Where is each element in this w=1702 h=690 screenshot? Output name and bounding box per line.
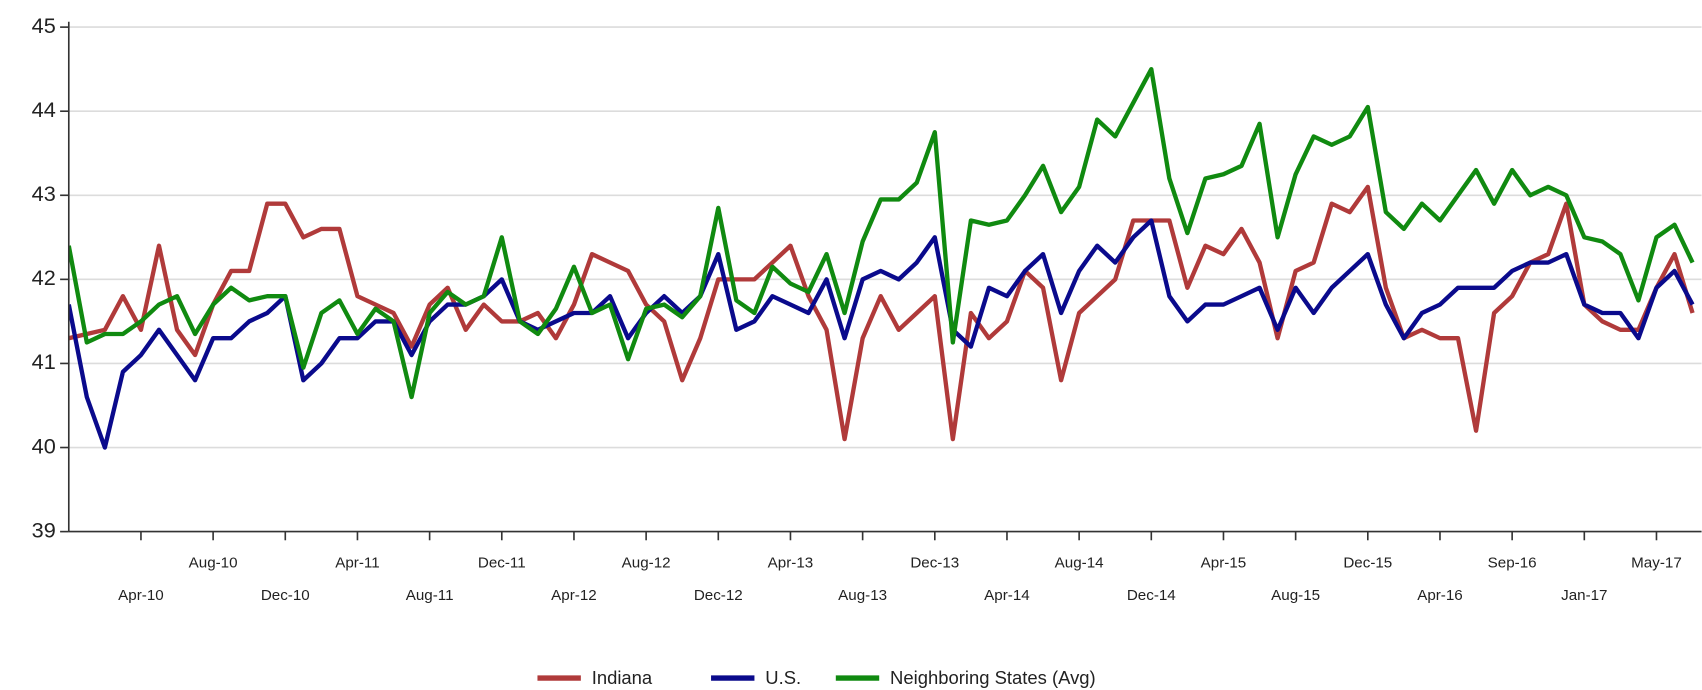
x-tick-label: Apr-11 bbox=[335, 554, 379, 571]
x-tick-label: Aug-12 bbox=[622, 554, 671, 571]
x-tick-label: Apr-12 bbox=[551, 587, 597, 604]
x-tick-label: Aug-13 bbox=[838, 587, 887, 604]
x-tick-label: Dec-12 bbox=[694, 587, 743, 604]
x-tick-label: Apr-13 bbox=[768, 554, 814, 571]
y-tick-label: 41 bbox=[32, 349, 56, 374]
grid bbox=[68, 26, 1702, 533]
x-tick-label: Apr-10 bbox=[118, 587, 164, 604]
x-tick-label: May-17 bbox=[1631, 554, 1682, 571]
legend-label: Indiana bbox=[592, 667, 653, 688]
x-tick-label: Dec-15 bbox=[1343, 554, 1392, 571]
x-tick-label: Aug-15 bbox=[1271, 587, 1320, 604]
plot-area bbox=[68, 66, 1695, 450]
y-tick-label: 40 bbox=[32, 433, 56, 458]
x-tick-label: Aug-14 bbox=[1055, 554, 1104, 571]
legend-label: U.S. bbox=[765, 667, 801, 688]
y-tick-label: 45 bbox=[32, 13, 56, 38]
legend: Indiana U.S. Neighboring States (Avg) bbox=[537, 667, 1096, 688]
y-tick-label: 39 bbox=[32, 517, 56, 542]
y-tick-label: 42 bbox=[32, 265, 56, 290]
x-tick-label: Dec-14 bbox=[1127, 587, 1176, 604]
series-line bbox=[68, 218, 1695, 450]
x-tick-label: Dec-10 bbox=[261, 587, 310, 604]
x-tick-label: Dec-11 bbox=[478, 554, 526, 571]
x-tick-label: Aug-11 bbox=[406, 587, 454, 604]
y-tick-label: 44 bbox=[32, 97, 56, 122]
x-tick-label: Apr-16 bbox=[1417, 587, 1463, 604]
x-tick-label: Dec-13 bbox=[910, 554, 959, 571]
x-tick-label: Sep-16 bbox=[1488, 554, 1537, 571]
y-tick-label: 43 bbox=[32, 181, 56, 206]
series-line bbox=[68, 184, 1695, 442]
legend-label: Neighboring States (Avg) bbox=[890, 667, 1096, 688]
series-line bbox=[68, 66, 1695, 400]
x-tick-label: Aug-10 bbox=[189, 554, 238, 571]
x-tick-label: Apr-14 bbox=[984, 587, 1030, 604]
x-tick-label: Jan-17 bbox=[1561, 587, 1607, 604]
x-tick-label: Apr-15 bbox=[1201, 554, 1247, 571]
axes: 39 40 41 42 43 44 45 Apr-10 Aug-10 Dec-10 Apr-11 Au… bbox=[32, 13, 1702, 604]
